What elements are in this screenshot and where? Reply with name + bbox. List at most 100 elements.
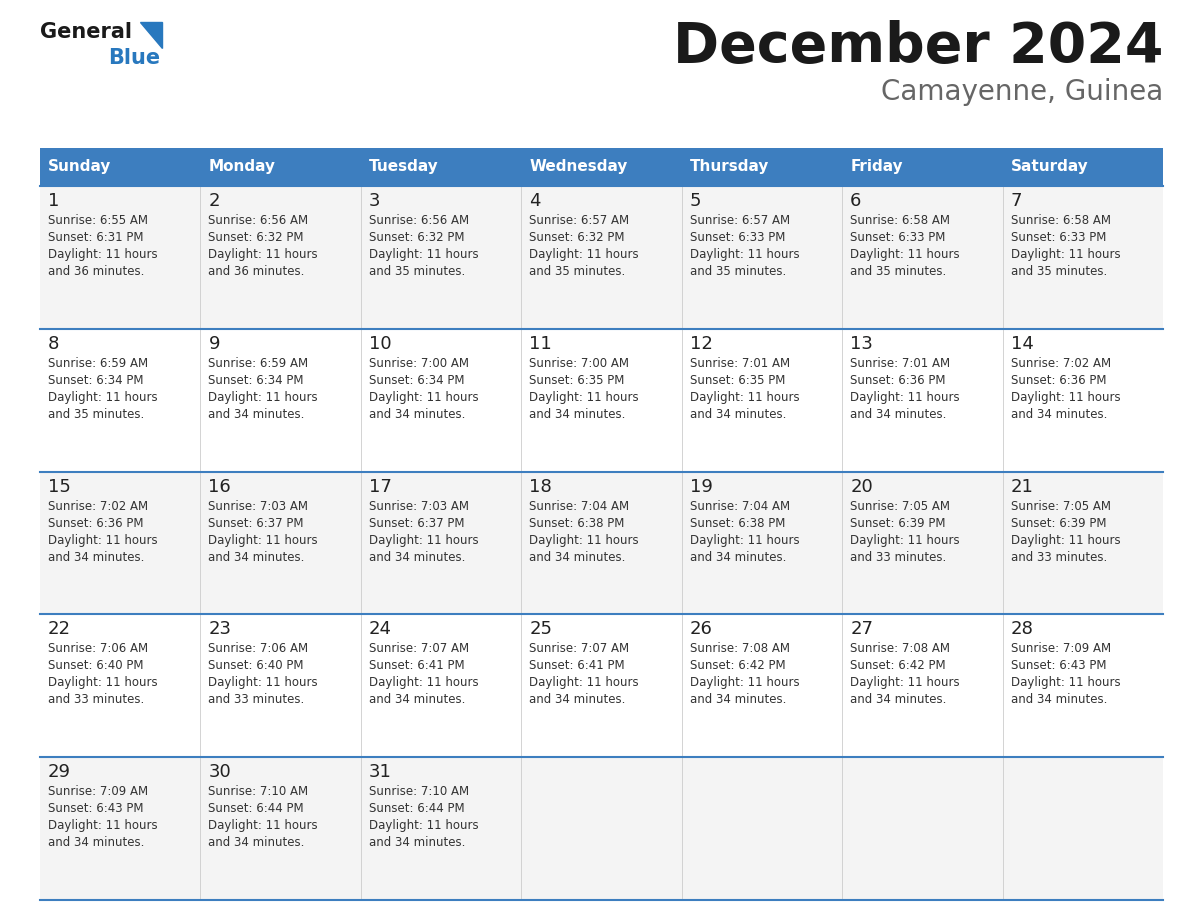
Text: Daylight: 11 hours: Daylight: 11 hours: [208, 391, 318, 404]
Text: Daylight: 11 hours: Daylight: 11 hours: [851, 677, 960, 689]
Text: Sunset: 6:35 PM: Sunset: 6:35 PM: [530, 374, 625, 386]
Text: and 34 minutes.: and 34 minutes.: [690, 408, 786, 420]
Text: and 34 minutes.: and 34 minutes.: [690, 693, 786, 706]
Text: Daylight: 11 hours: Daylight: 11 hours: [368, 391, 479, 404]
Text: Daylight: 11 hours: Daylight: 11 hours: [690, 533, 800, 546]
Text: and 34 minutes.: and 34 minutes.: [690, 551, 786, 564]
Text: Sunrise: 7:05 AM: Sunrise: 7:05 AM: [1011, 499, 1111, 512]
Text: Sunset: 6:40 PM: Sunset: 6:40 PM: [48, 659, 144, 672]
Text: 25: 25: [530, 621, 552, 638]
Text: 29: 29: [48, 763, 71, 781]
Text: Monday: Monday: [208, 160, 276, 174]
Text: 23: 23: [208, 621, 232, 638]
Text: Daylight: 11 hours: Daylight: 11 hours: [530, 533, 639, 546]
Text: and 34 minutes.: and 34 minutes.: [1011, 693, 1107, 706]
Text: 4: 4: [530, 192, 541, 210]
Text: Sunrise: 6:56 AM: Sunrise: 6:56 AM: [208, 214, 309, 227]
Text: Sunrise: 7:04 AM: Sunrise: 7:04 AM: [690, 499, 790, 512]
Text: and 35 minutes.: and 35 minutes.: [368, 265, 466, 278]
Text: Daylight: 11 hours: Daylight: 11 hours: [48, 391, 158, 404]
Text: 7: 7: [1011, 192, 1022, 210]
Text: and 36 minutes.: and 36 minutes.: [48, 265, 145, 278]
Text: Sunset: 6:44 PM: Sunset: 6:44 PM: [208, 802, 304, 815]
Text: Sunset: 6:43 PM: Sunset: 6:43 PM: [48, 802, 144, 815]
Text: Daylight: 11 hours: Daylight: 11 hours: [851, 391, 960, 404]
Text: Sunrise: 7:06 AM: Sunrise: 7:06 AM: [208, 643, 309, 655]
Text: Sunrise: 7:03 AM: Sunrise: 7:03 AM: [368, 499, 469, 512]
Text: and 34 minutes.: and 34 minutes.: [530, 551, 626, 564]
Text: Blue: Blue: [108, 48, 160, 68]
Text: and 34 minutes.: and 34 minutes.: [208, 551, 305, 564]
Text: Daylight: 11 hours: Daylight: 11 hours: [851, 248, 960, 261]
Text: Tuesday: Tuesday: [368, 160, 438, 174]
Text: and 34 minutes.: and 34 minutes.: [530, 693, 626, 706]
Text: Daylight: 11 hours: Daylight: 11 hours: [690, 391, 800, 404]
Bar: [40, 186, 1163, 329]
Bar: [40, 148, 1163, 186]
Text: Sunset: 6:44 PM: Sunset: 6:44 PM: [368, 802, 465, 815]
Text: and 34 minutes.: and 34 minutes.: [368, 408, 466, 420]
Text: and 33 minutes.: and 33 minutes.: [48, 693, 144, 706]
Text: 15: 15: [48, 477, 71, 496]
Text: and 33 minutes.: and 33 minutes.: [851, 551, 947, 564]
Text: Sunset: 6:36 PM: Sunset: 6:36 PM: [851, 374, 946, 386]
Text: Sunset: 6:33 PM: Sunset: 6:33 PM: [851, 231, 946, 244]
Text: Daylight: 11 hours: Daylight: 11 hours: [530, 248, 639, 261]
Text: Sunset: 6:33 PM: Sunset: 6:33 PM: [1011, 231, 1106, 244]
Text: December 2024: December 2024: [672, 20, 1163, 74]
Text: Sunset: 6:40 PM: Sunset: 6:40 PM: [208, 659, 304, 672]
Text: Sunrise: 6:59 AM: Sunrise: 6:59 AM: [208, 357, 309, 370]
Text: 17: 17: [368, 477, 392, 496]
Text: Daylight: 11 hours: Daylight: 11 hours: [530, 391, 639, 404]
Text: 3: 3: [368, 192, 380, 210]
Text: Sunset: 6:41 PM: Sunset: 6:41 PM: [368, 659, 465, 672]
Text: and 35 minutes.: and 35 minutes.: [1011, 265, 1107, 278]
Text: Sunset: 6:32 PM: Sunset: 6:32 PM: [530, 231, 625, 244]
Text: 19: 19: [690, 477, 713, 496]
Text: Daylight: 11 hours: Daylight: 11 hours: [1011, 248, 1120, 261]
Text: Friday: Friday: [851, 160, 903, 174]
Text: and 34 minutes.: and 34 minutes.: [48, 836, 145, 849]
Text: 12: 12: [690, 335, 713, 353]
Text: 27: 27: [851, 621, 873, 638]
Text: Sunset: 6:38 PM: Sunset: 6:38 PM: [530, 517, 625, 530]
Text: Sunrise: 7:09 AM: Sunrise: 7:09 AM: [48, 785, 148, 798]
Text: Daylight: 11 hours: Daylight: 11 hours: [368, 533, 479, 546]
Text: Sunset: 6:42 PM: Sunset: 6:42 PM: [690, 659, 785, 672]
Text: Sunset: 6:43 PM: Sunset: 6:43 PM: [1011, 659, 1106, 672]
Text: and 34 minutes.: and 34 minutes.: [368, 836, 466, 849]
Text: Sunrise: 7:02 AM: Sunrise: 7:02 AM: [48, 499, 148, 512]
Text: Sunrise: 7:09 AM: Sunrise: 7:09 AM: [1011, 643, 1111, 655]
Text: and 35 minutes.: and 35 minutes.: [690, 265, 786, 278]
Text: Daylight: 11 hours: Daylight: 11 hours: [368, 677, 479, 689]
Text: Sunset: 6:42 PM: Sunset: 6:42 PM: [851, 659, 946, 672]
Text: 30: 30: [208, 763, 232, 781]
Text: 22: 22: [48, 621, 71, 638]
Text: Sunrise: 6:55 AM: Sunrise: 6:55 AM: [48, 214, 148, 227]
Bar: [40, 614, 1163, 757]
Text: Sunrise: 6:57 AM: Sunrise: 6:57 AM: [690, 214, 790, 227]
Text: and 34 minutes.: and 34 minutes.: [530, 408, 626, 420]
Text: General: General: [40, 22, 132, 42]
Text: 24: 24: [368, 621, 392, 638]
Text: Sunset: 6:37 PM: Sunset: 6:37 PM: [368, 517, 465, 530]
Text: Sunrise: 6:57 AM: Sunrise: 6:57 AM: [530, 214, 630, 227]
Text: Sunrise: 7:01 AM: Sunrise: 7:01 AM: [690, 357, 790, 370]
Text: Sunrise: 6:58 AM: Sunrise: 6:58 AM: [1011, 214, 1111, 227]
Text: Sunset: 6:31 PM: Sunset: 6:31 PM: [48, 231, 144, 244]
Text: 14: 14: [1011, 335, 1034, 353]
Text: Sunrise: 6:59 AM: Sunrise: 6:59 AM: [48, 357, 148, 370]
Text: Daylight: 11 hours: Daylight: 11 hours: [368, 819, 479, 833]
Text: Thursday: Thursday: [690, 160, 769, 174]
Text: Daylight: 11 hours: Daylight: 11 hours: [1011, 533, 1120, 546]
Text: Sunrise: 7:05 AM: Sunrise: 7:05 AM: [851, 499, 950, 512]
Text: 28: 28: [1011, 621, 1034, 638]
Text: Daylight: 11 hours: Daylight: 11 hours: [48, 819, 158, 833]
Text: and 34 minutes.: and 34 minutes.: [48, 551, 145, 564]
Text: Daylight: 11 hours: Daylight: 11 hours: [530, 677, 639, 689]
Text: Sunrise: 7:10 AM: Sunrise: 7:10 AM: [368, 785, 469, 798]
Text: Daylight: 11 hours: Daylight: 11 hours: [690, 677, 800, 689]
Text: and 34 minutes.: and 34 minutes.: [851, 693, 947, 706]
Text: and 33 minutes.: and 33 minutes.: [208, 693, 304, 706]
Bar: [40, 329, 1163, 472]
